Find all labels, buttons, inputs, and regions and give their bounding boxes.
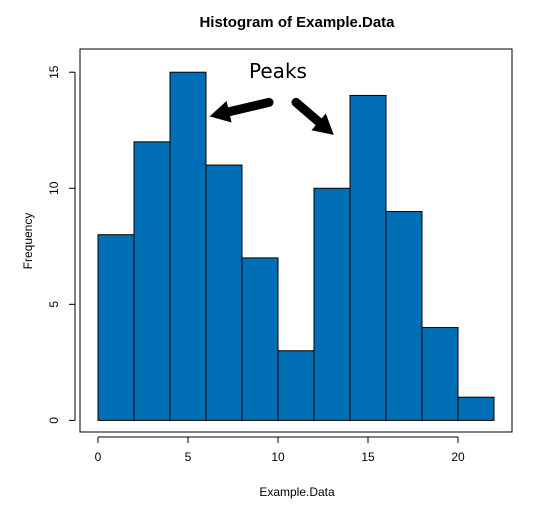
y-axis: 0 5 10 15	[47, 65, 76, 424]
histogram-bar-7	[349, 94, 387, 421]
y-tick-label: 5	[47, 301, 61, 308]
y-tick-label: 10	[47, 181, 61, 195]
histogram-bar-1	[133, 141, 171, 421]
chart-title: Histogram of Example.Data	[199, 14, 395, 31]
histogram-bar-3	[205, 164, 243, 421]
histogram-bar-6	[313, 187, 351, 421]
x-axis-label: Example.Data	[259, 485, 335, 499]
y-tick-label: 15	[47, 65, 61, 79]
bars-group	[97, 71, 495, 421]
y-axis-label: Frequency	[21, 213, 35, 270]
plot-frame	[79, 48, 513, 433]
x-axis: 0 5 10 15 20	[95, 436, 465, 464]
x-tick-label: 15	[361, 450, 375, 464]
histogram-bar-9	[421, 327, 459, 421]
x-tick-label: 10	[271, 450, 285, 464]
histogram-bar-4	[241, 257, 279, 421]
x-tick-label: 20	[451, 450, 465, 464]
y-tick-label: 0	[47, 417, 61, 424]
histogram-bar-2	[169, 71, 207, 421]
peak-arrow-1	[291, 97, 334, 135]
x-tick-label: 5	[185, 450, 192, 464]
x-tick-label: 0	[95, 450, 102, 464]
histogram-bar-5	[277, 350, 315, 421]
peaks-label: Peaks	[249, 59, 307, 83]
histogram-bar-8	[385, 210, 423, 421]
histogram-bar-10	[457, 396, 495, 421]
peak-arrow-0	[209, 97, 274, 123]
peaks-annotation: Peaks	[209, 59, 334, 135]
histogram-bar-0	[97, 234, 135, 421]
